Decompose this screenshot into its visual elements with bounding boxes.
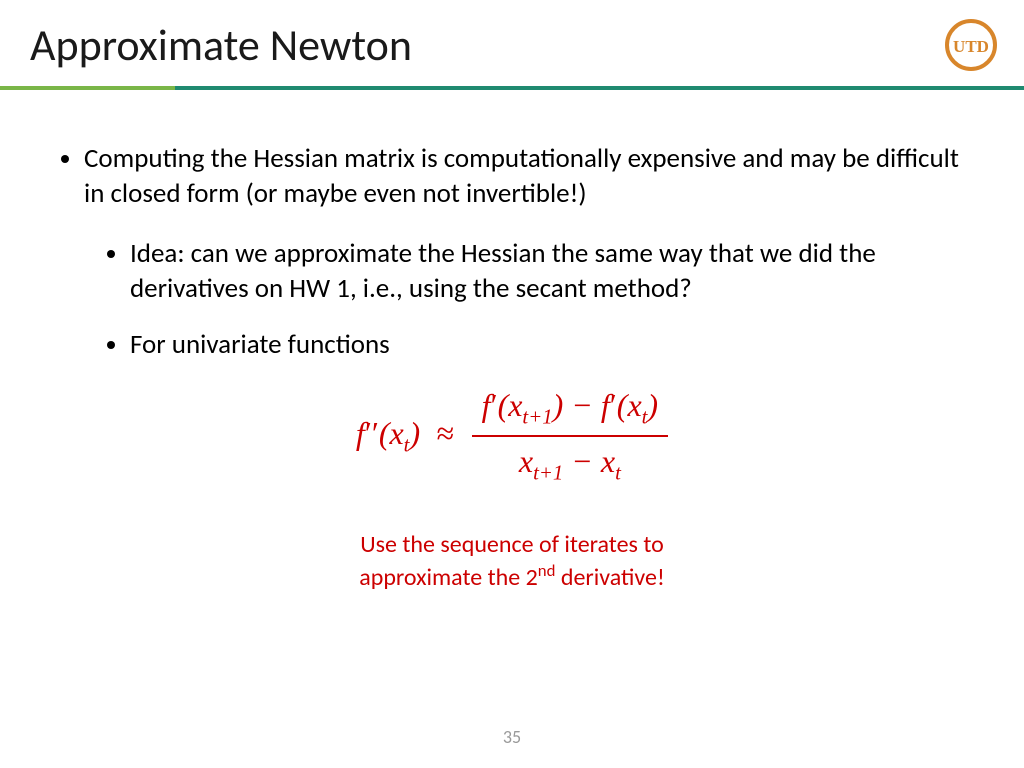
slide: Approximate Newton UTD Computing the Hes… <box>0 0 1024 768</box>
bullet-list: Computing the Hessian matrix is computat… <box>60 142 964 363</box>
bullet-2: Idea: can we approximate the Hessian the… <box>130 237 964 306</box>
note-sup: nd <box>538 560 556 581</box>
formula-denominator: xt+1 − xt <box>519 437 621 487</box>
note-line-2a: approximate the 2 <box>359 563 538 592</box>
content-area: Computing the Hessian matrix is computat… <box>0 92 1024 593</box>
formula-lhs: f′′(xt) ≈ <box>356 413 472 459</box>
formula: f′′(xt) ≈ f′(xt+1) − f′(xt) xt+1 − xt <box>356 385 668 487</box>
bullet-3: For univariate functions <box>130 328 964 363</box>
formula-fraction: f′(xt+1) − f′(xt) xt+1 − xt <box>472 385 668 487</box>
header: Approximate Newton UTD <box>0 0 1024 92</box>
note-line-1: Use the sequence of iterates to <box>360 530 664 559</box>
sub-bullet-list: Idea: can we approximate the Hessian the… <box>84 237 964 363</box>
logo-text: UTD <box>953 37 989 56</box>
slide-title: Approximate Newton <box>30 18 412 72</box>
utd-logo-icon: UTD <box>944 18 998 72</box>
note-line-2b: derivative! <box>555 563 664 592</box>
bullet-1-text: Computing the Hessian matrix is computat… <box>84 142 959 210</box>
annotation-note: Use the sequence of iterates to approxim… <box>60 529 964 593</box>
divider-accent <box>0 86 175 90</box>
page-number: 35 <box>0 726 1024 748</box>
bullet-1: Computing the Hessian matrix is computat… <box>84 142 964 363</box>
formula-block: f′′(xt) ≈ f′(xt+1) − f′(xt) xt+1 − xt <box>60 385 964 487</box>
formula-numerator: f′(xt+1) − f′(xt) <box>472 385 668 437</box>
